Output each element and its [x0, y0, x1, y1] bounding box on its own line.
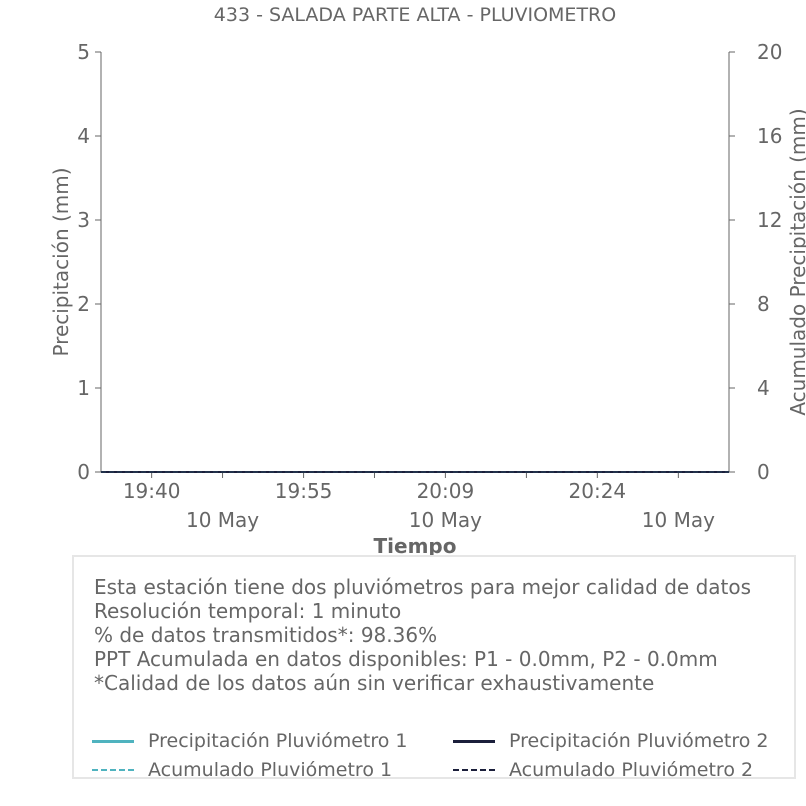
y2-tick-label-5: 20 — [757, 40, 782, 64]
y-axis-label: Precipitación (mm) — [49, 167, 73, 356]
y-tick-label-4: 4 — [77, 124, 90, 148]
info-box: Esta estación tiene dos pluviómetros par… — [72, 555, 796, 781]
info-line-accumulated: PPT Acumulada en datos disponibles: P1 -… — [94, 647, 718, 671]
legend-line-accum-p1 — [92, 769, 134, 771]
y2-axis-label: Acumulado Precipitación (mm) — [786, 108, 806, 415]
x-tick-label-2: 19:55 — [275, 479, 333, 503]
legend-label-precip-p1: Precipitación Pluviómetro 1 — [148, 730, 408, 752]
y2-tick-label-0: 0 — [757, 460, 770, 484]
y2-tick-label-2: 8 — [757, 292, 770, 316]
x-date-label-4: 10 May — [409, 508, 482, 532]
info-line-quality-note: *Calidad de los datos aún sin verificar … — [94, 671, 655, 695]
info-lines: Esta estación tiene dos pluviómetros par… — [94, 575, 751, 695]
y-tick-label-1: 1 — [77, 376, 90, 400]
y-tick-label-0: 0 — [77, 460, 90, 484]
info-line-stations: Esta estación tiene dos pluviómetros par… — [94, 575, 752, 599]
x-date-label-1: 10 May — [186, 508, 259, 532]
x-tick-label-6: 20:24 — [569, 479, 627, 503]
x-date-label-7: 10 May — [642, 508, 715, 532]
chart: 433 - SALADA PARTE ALTA - PLUVIOMETRO 0 1… — [49, 4, 806, 558]
legend-label-accum-p1: Acumulado Pluviómetro 1 — [148, 759, 393, 781]
legend-line-precip-p2 — [453, 740, 495, 743]
y-tick-label-2: 2 — [77, 292, 90, 316]
legend-label-precip-p2: Precipitación Pluviómetro 2 — [509, 730, 769, 752]
y2-tick-label-1: 4 — [757, 376, 770, 400]
y2-tick-label-3: 12 — [757, 208, 782, 232]
x-tick-label-4: 20:09 — [417, 479, 475, 503]
y-tick-label-3: 3 — [77, 208, 90, 232]
info-line-resolution: Resolución temporal: 1 minuto — [94, 599, 402, 623]
x-axis-label: Tiempo — [374, 534, 457, 558]
legend-line-accum-p2 — [453, 769, 495, 771]
info-line-transmitted: % de datos transmitidos*: 98.36% — [94, 623, 438, 647]
x-tick-label-0: 19:40 — [123, 479, 181, 503]
legend-line-precip-p1 — [92, 740, 134, 743]
y-tick-label-5: 5 — [77, 40, 90, 64]
legend-label-accum-p2: Acumulado Pluviómetro 2 — [509, 759, 754, 781]
y2-tick-label-4: 16 — [757, 124, 782, 148]
chart-title: 433 - SALADA PARTE ALTA - PLUVIOMETRO — [214, 4, 616, 26]
